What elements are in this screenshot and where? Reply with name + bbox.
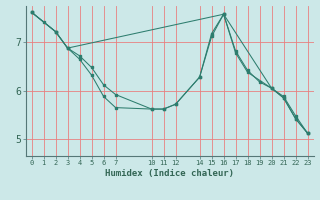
X-axis label: Humidex (Indice chaleur): Humidex (Indice chaleur) bbox=[105, 169, 234, 178]
